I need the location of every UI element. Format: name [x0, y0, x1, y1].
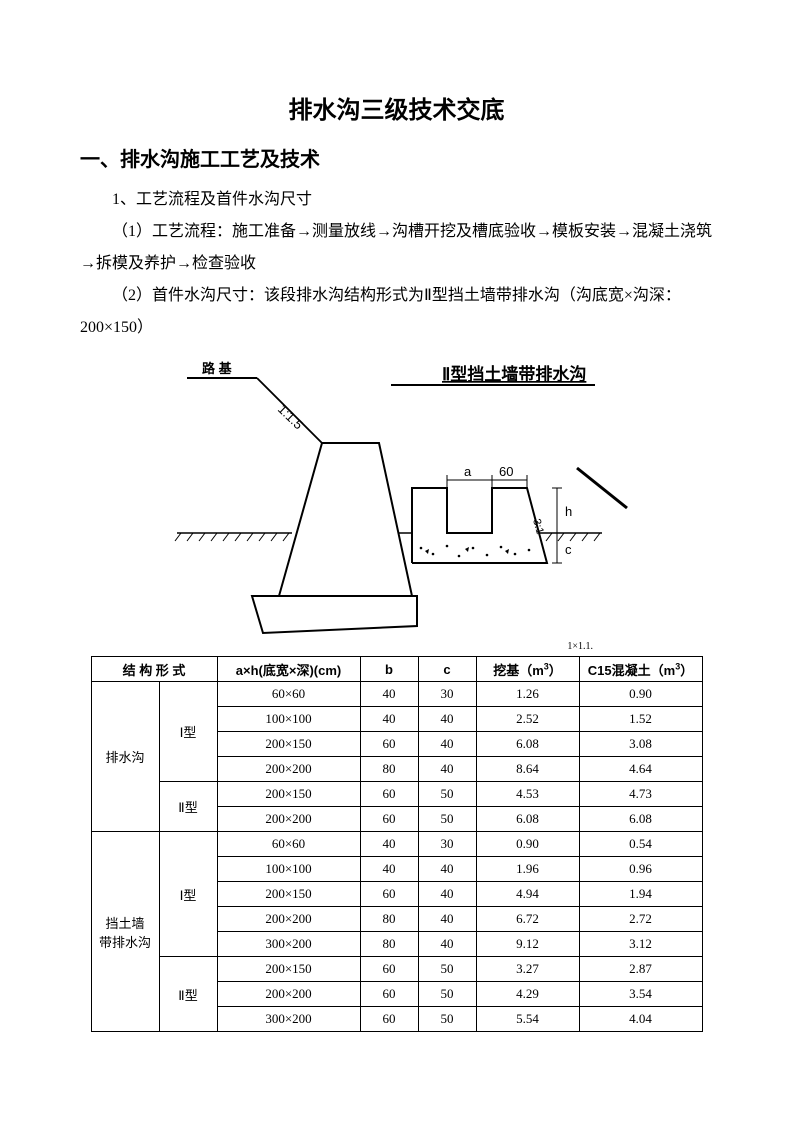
structure-table: 结 构 形 式 a×h(底宽×深)(cm) b c 挖基（m3） C15混凝土（… [91, 656, 703, 1032]
table-row: Ⅱ型 200×15060503.272.87 [91, 957, 702, 982]
section-heading: 一、排水沟施工工艺及技术 [80, 143, 713, 172]
page-title: 排水沟三级技术交底 [80, 90, 713, 125]
table-row: 排水沟 Ⅰ型 60×6040301.260.90 [91, 682, 702, 707]
diagram-title: Ⅱ型挡土墙带排水沟 [442, 364, 586, 384]
th-excavation: 挖基（m3） [476, 657, 579, 682]
page: 排水沟三级技术交底 一、排水沟施工工艺及技术 1、工艺流程及首件水沟尺寸 （1）… [0, 0, 793, 1122]
type-cell: Ⅱ型 [159, 957, 217, 1032]
th-c: c [418, 657, 476, 682]
item-1-label: 1、工艺流程及首件水沟尺寸 [80, 184, 713, 216]
table-row: Ⅱ型 200×15060504.534.73 [91, 782, 702, 807]
th-b: b [360, 657, 418, 682]
type-cell: Ⅰ型 [159, 832, 217, 957]
dim-c: c [565, 542, 572, 557]
subgrade-label: 路 基 [202, 361, 233, 376]
wall-footing-shape [252, 596, 417, 633]
dim-60: 60 [499, 464, 513, 479]
dim-h: h [565, 504, 572, 519]
slope-label: 1:1.5 [274, 401, 305, 432]
first-piece-dim: （2）首件水沟尺寸：该段排水沟结构形式为Ⅱ型挡土墙带排水沟（沟底宽×沟深：200… [80, 280, 713, 344]
right-slope-icon [577, 468, 627, 508]
th-concrete: C15混凝土（m3） [579, 657, 702, 682]
process-flow: （1）工艺流程：施工准备→测量放线→沟槽开挖及槽底验收→模板安装→混凝土浇筑 →… [80, 216, 713, 280]
type-cell: Ⅰ型 [159, 682, 217, 782]
drain-channel-shape [412, 488, 547, 563]
group-cell: 排水沟 [91, 682, 159, 832]
retaining-wall-shape [279, 443, 412, 596]
table-row: 挡土墙带排水沟 Ⅰ型 60×6040300.900.54 [91, 832, 702, 857]
dim-a: a [464, 464, 472, 479]
group-cell: 挡土墙带排水沟 [91, 832, 159, 1032]
cross-section-diagram: 路 基 1:1.5 Ⅱ型挡土墙带排水沟 [157, 358, 637, 638]
th-structure: 结 构 形 式 [91, 657, 217, 682]
th-axh: a×h(底宽×深)(cm) [217, 657, 360, 682]
type-cell: Ⅱ型 [159, 782, 217, 832]
diagram-container: 路 基 1:1.5 Ⅱ型挡土墙带排水沟 [80, 358, 713, 643]
